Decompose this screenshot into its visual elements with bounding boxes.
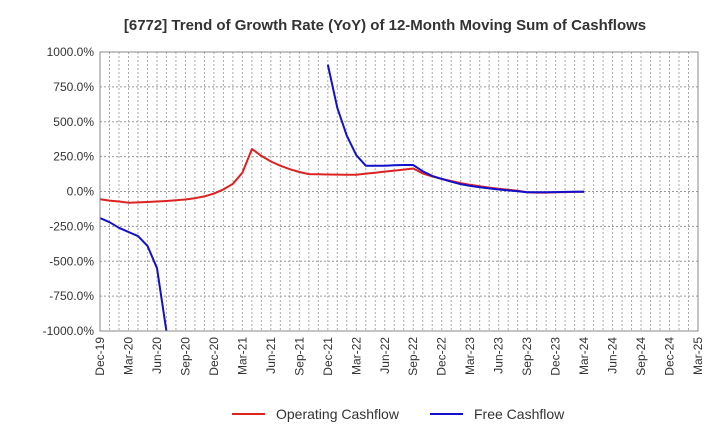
y-tick-label: -750.0% bbox=[49, 289, 94, 303]
legend-label-free-cashflow: Free Cashflow bbox=[474, 406, 565, 422]
plot-frame bbox=[99, 51, 699, 332]
x-tick-label: Dec-24 bbox=[663, 337, 677, 376]
x-tick-label: Jun-23 bbox=[492, 337, 506, 374]
x-tick-label: Dec-21 bbox=[321, 337, 335, 376]
y-tick-label: -250.0% bbox=[49, 219, 94, 233]
x-tick-label: Jun-20 bbox=[150, 337, 164, 374]
y-tick-label: -1000.0% bbox=[43, 324, 95, 338]
x-tick-label: Jun-22 bbox=[378, 337, 392, 374]
grid-layer bbox=[99, 51, 699, 332]
y-tick-label: 250.0% bbox=[53, 150, 94, 164]
x-tick-label: Mar-25 bbox=[691, 337, 705, 375]
x-tick-label: Sep-23 bbox=[520, 337, 534, 376]
x-axis: Dec-19 Mar-20 Jun-20 Sep-20 Dec-20 Mar-21 Jun-… bbox=[93, 337, 705, 376]
x-tick-label: Dec-23 bbox=[549, 337, 563, 376]
x-tick-label: Mar-20 bbox=[121, 337, 135, 375]
x-tick-label: Jun-21 bbox=[264, 337, 278, 374]
free-cashflow-line-segment-2 bbox=[326, 64, 585, 194]
x-tick-label: Dec-20 bbox=[207, 337, 221, 376]
x-tick-label: Sep-20 bbox=[178, 337, 192, 376]
x-tick-label: Dec-22 bbox=[435, 337, 449, 376]
free-cashflow-line bbox=[100, 217, 168, 331]
legend: Operating Cashflow Free Cashflow bbox=[232, 406, 565, 422]
x-tick-label: Mar-23 bbox=[463, 337, 477, 375]
y-tick-label: -500.0% bbox=[49, 254, 94, 268]
series-layer bbox=[100, 64, 585, 331]
y-tick-label: 500.0% bbox=[53, 115, 94, 129]
x-tick-label: Mar-21 bbox=[235, 337, 249, 375]
y-axis: 1000.0% 750.0% 500.0% 250.0% 0.0% -250.0% -500… bbox=[43, 45, 95, 338]
y-tick-label: 1000.0% bbox=[47, 45, 95, 59]
x-tick-label: Sep-24 bbox=[634, 337, 648, 376]
x-tick-label: Mar-24 bbox=[577, 337, 591, 375]
x-tick-label: Dec-19 bbox=[93, 337, 107, 376]
chart-title: [6772] Trend of Growth Rate (YoY) of 12-… bbox=[124, 17, 646, 34]
y-tick-label: 0.0% bbox=[67, 185, 95, 199]
legend-label-operating-cashflow: Operating Cashflow bbox=[276, 406, 400, 422]
x-tick-label: Sep-22 bbox=[406, 337, 420, 376]
x-tick-label: Jun-24 bbox=[606, 337, 620, 374]
y-tick-label: 750.0% bbox=[53, 80, 94, 94]
x-tick-label: Sep-21 bbox=[292, 337, 306, 376]
x-tick-label: Mar-22 bbox=[349, 337, 363, 375]
